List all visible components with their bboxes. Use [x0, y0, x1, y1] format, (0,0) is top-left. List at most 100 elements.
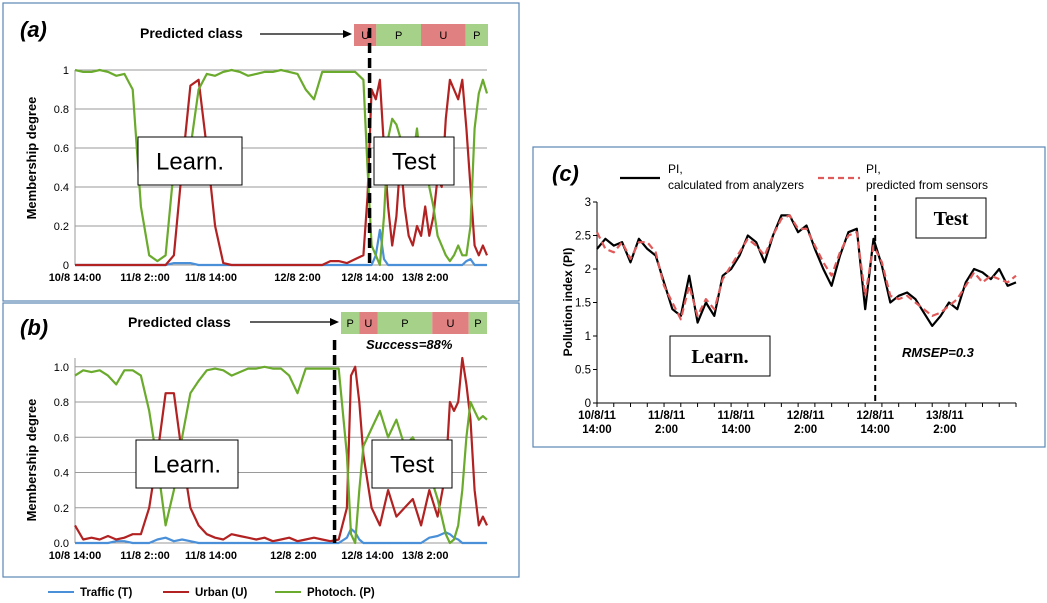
panel-c-legend-calc-label-2: calculated from analyzers [668, 178, 804, 192]
panel-c-frame [532, 146, 1046, 448]
test-box [371, 439, 453, 489]
panel-b-success-label: Success=88% [366, 337, 453, 352]
panel-a-label: (a) [20, 17, 47, 42]
xtick-label-date: 11/8/11 [718, 410, 756, 422]
ytick-label: 1.0 [54, 362, 69, 374]
panel-b-label: (b) [20, 315, 48, 340]
panel-c-legend-pred-label-2: predicted from sensors [866, 178, 988, 192]
panel-a-ylabel: Membership degree [24, 97, 39, 220]
xtick-label: 10/8 14:00 [49, 550, 102, 562]
predicted-block-label-3: U [447, 318, 455, 330]
ytick-label: 0.2 [54, 503, 69, 515]
panel-b-predicted-arrowhead [330, 318, 339, 326]
predicted-block-label-0: P [346, 318, 353, 330]
xtick-label: 13/8 2:00 [402, 272, 448, 284]
xtick-label: 12/8 14:00 [341, 272, 394, 284]
predicted-block-3 [432, 312, 469, 334]
series-legend: Traffic (T) Urban (U) Photoch. (P) [48, 587, 375, 599]
learn-box [137, 136, 243, 186]
xtick-label: 10/8 14:00 [49, 272, 102, 284]
ytick-label: 3 [585, 197, 591, 209]
xtick-label-time: 14:00 [861, 424, 890, 436]
series-line-T [75, 527, 487, 545]
test-label: Test [390, 451, 434, 478]
xtick-label: 12/8 14:00 [341, 550, 394, 562]
ytick-label: 2.5 [575, 231, 591, 243]
test-box [373, 136, 455, 186]
xtick-label-time: 2:00 [794, 424, 817, 436]
ytick-label: 0.4 [54, 468, 69, 480]
ytick-label: 0.4 [54, 182, 69, 194]
ytick-label: 1 [63, 65, 69, 77]
predicted-block-2 [421, 24, 466, 46]
predicted-block-0 [341, 312, 360, 334]
xtick-label-date: 12/8/11 [787, 410, 825, 422]
xtick-label: 11/8 14:00 [185, 550, 237, 562]
panel-a-plot: 0 0.2 0.4 0.6 0.8 110/8 14:00 11/8 2::00 11/8 1… [49, 28, 489, 284]
learn-label: Learn. [691, 346, 748, 368]
panel-c-ylabel: Pollution index (PI) [561, 248, 575, 357]
xtick-label: 12/8 2:00 [270, 550, 316, 562]
rmsep-label: RMSEP=0.3 [902, 345, 975, 360]
xtick-label: 11/8 2::00 [120, 550, 170, 562]
panel-a-predicted-class-label: Predicted class [140, 25, 243, 41]
learn-box [669, 335, 771, 377]
xtick-label-time: 2:00 [655, 424, 678, 436]
panel-b-predicted-class-label: Predicted class [128, 314, 231, 330]
ytick-label: 0.5 [575, 365, 591, 377]
panel-c-legend-calc-label-1: PI, [668, 162, 683, 176]
ytick-label: 2 [585, 264, 591, 276]
ytick-label: 0 [585, 398, 591, 410]
predicted-block-4 [468, 312, 487, 334]
xtick-label-time: 14:00 [582, 424, 611, 436]
predicted-block-label-1: P [395, 30, 402, 42]
xtick-label-time: 14:00 [721, 424, 750, 436]
xtick-label: 13/8 2:00 [402, 550, 448, 562]
xtick-label-date: 13/8/11 [926, 410, 964, 422]
xtick-label-time: 2:00 [933, 424, 956, 436]
ytick-label: 0 [63, 260, 69, 272]
ytick-label: 0.6 [54, 143, 69, 155]
predicted-block-label-3: P [473, 30, 480, 42]
xtick-label-date: 11/8/11 [648, 410, 686, 422]
panel-c-legend-pred-label-1: PI, [866, 162, 881, 176]
learn-box [135, 439, 239, 489]
predicted-block-3 [465, 24, 488, 46]
learn-label: Learn. [156, 148, 224, 175]
predicted-block-2 [377, 312, 433, 334]
panel-c-label: (c) [552, 161, 579, 186]
predicted-block-label-2: P [401, 318, 408, 330]
ytick-label: 0.8 [54, 397, 69, 409]
series-line-pred [596, 214, 1017, 321]
ytick-label: 0.6 [54, 432, 69, 444]
ytick-label: 0.2 [54, 221, 69, 233]
xtick-label-date: 12/8/11 [856, 410, 894, 422]
panel-a-predicted-arrowhead [343, 30, 352, 38]
test-label: Test [934, 208, 969, 230]
predicted-block-label-4: P [474, 318, 481, 330]
ytick-label: 1.5 [575, 298, 591, 310]
ytick-label: 1 [585, 331, 591, 343]
xtick-label: 11/8 14:00 [185, 272, 237, 284]
legend-label-T: Traffic (T) [80, 587, 133, 599]
ytick-label: 0.0 [54, 538, 69, 550]
legend-label-P: Photoch. (P) [307, 587, 375, 599]
test-box [915, 197, 987, 239]
predicted-block-label-1: U [364, 318, 372, 330]
panel-b-plot: 0.0 0.2 0.4 0.6 0.8 1.010/8 14:00 11/8 2::00 11… [49, 340, 488, 562]
ytick-label: 0.8 [54, 104, 69, 116]
panel-b-ylabel: Membership degree [24, 399, 39, 522]
xtick-label: 11/8 2::00 [120, 272, 170, 284]
panel-c-plot: 0 0.5 1 1.5 2 2.5 3 10/8/11 14:00 11/8/11 2:00 11/8… [575, 195, 1017, 436]
learn-label: Learn. [153, 451, 221, 478]
predicted-block-1 [359, 312, 378, 334]
predicted-block-label-0: U [361, 30, 369, 42]
series-line-P [74, 365, 488, 545]
predicted-block-label-2: U [439, 30, 447, 42]
legend-label-U: Urban (U) [195, 587, 248, 599]
series-line-P [74, 68, 489, 267]
predicted-block-1 [376, 24, 421, 46]
